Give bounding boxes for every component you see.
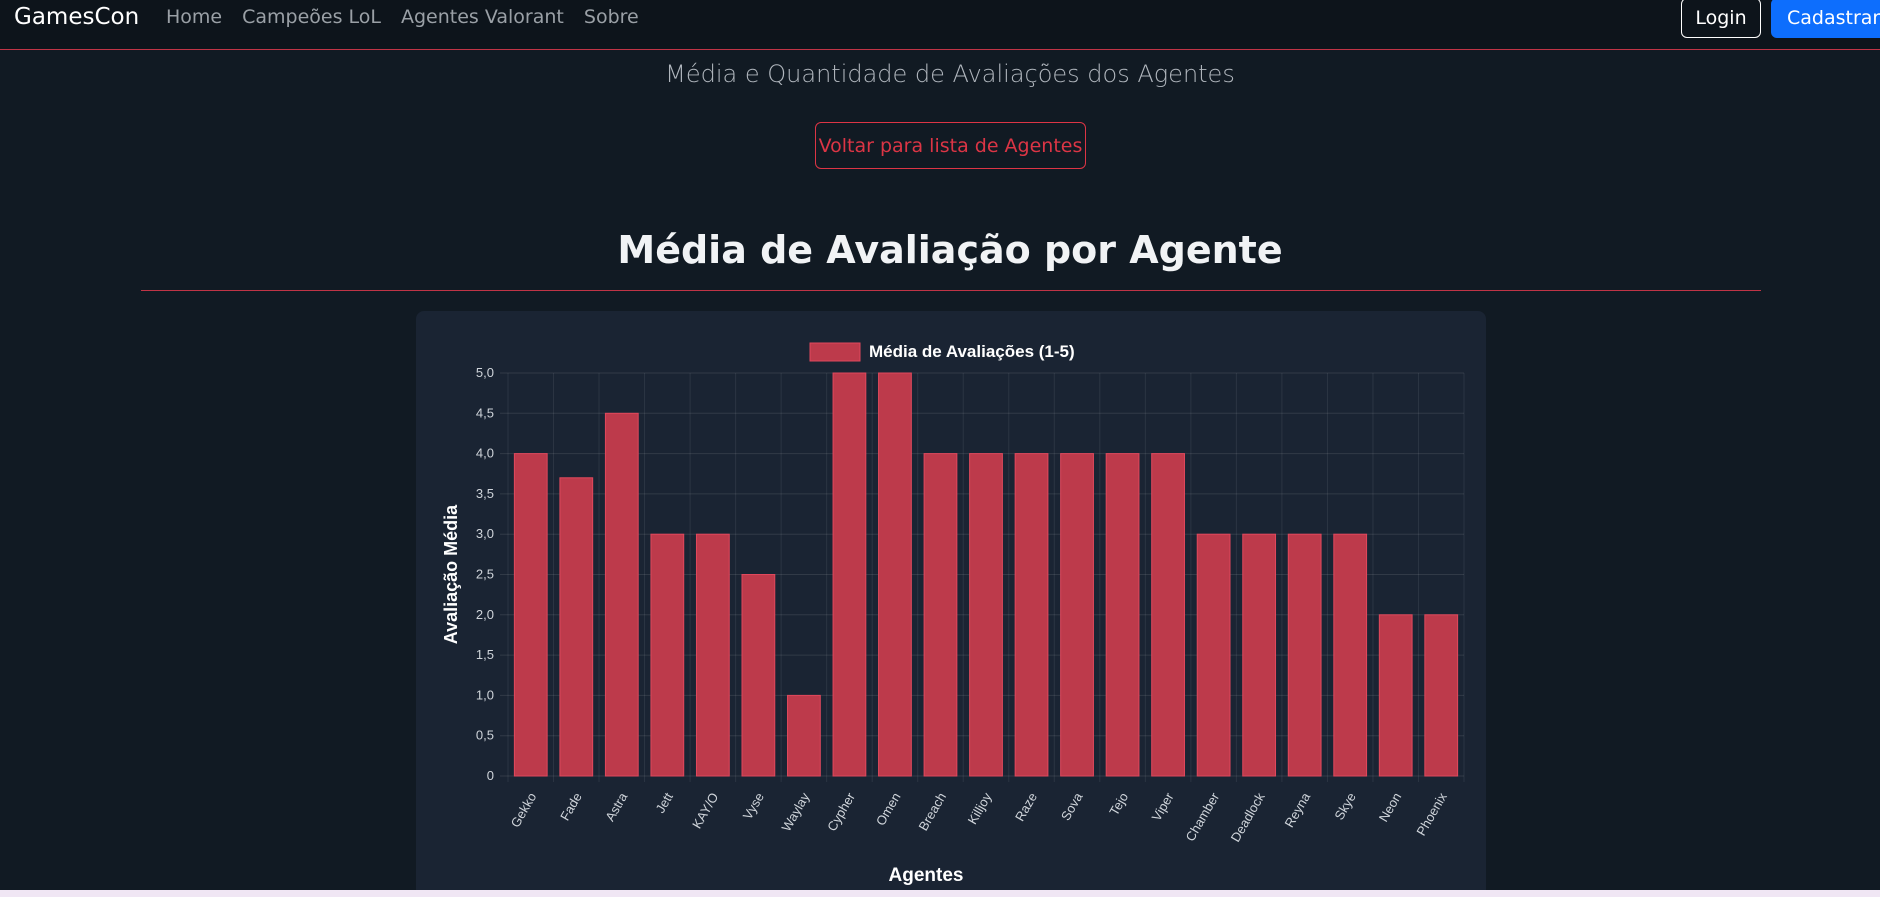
nav-link-sobre[interactable]: Sobre [584,6,639,28]
x-tick-label: Phoenix [1413,790,1450,839]
nav-links: Home Campeões LoL Agentes Valorant Sobre [166,6,639,28]
bar [1243,534,1276,776]
legend-label: Média de Avaliações (1-5) [869,342,1075,361]
bar [1015,454,1048,776]
x-tick-label: KAY/O [689,790,721,831]
bar [879,373,912,776]
y-tick-label: 4,0 [476,446,494,461]
x-axis-title: Agentes [889,865,964,886]
bar [924,454,957,776]
bar [1334,534,1367,776]
bar [1106,454,1139,776]
y-tick-label: 4,5 [476,405,494,420]
y-axis-title: Avaliação Média [441,504,461,644]
y-tick-label: 2,0 [476,607,494,622]
bottom-strip [0,890,1880,897]
bar [1061,454,1094,776]
y-tick-label: 1,5 [476,647,494,662]
section-divider [141,290,1761,291]
x-tick-label: Deadlock [1228,790,1268,845]
y-tick-label: 3,0 [476,526,494,541]
y-tick-label: 1,0 [476,687,494,702]
bar [1379,615,1412,776]
y-tick-label: 0,5 [476,728,494,743]
signup-button[interactable]: Cadastrar [1771,0,1880,38]
x-tick-label: Fade [557,790,585,823]
section-title: Média de Avaliação por Agente [0,228,1880,272]
back-to-agents-button[interactable]: Voltar para lista de Agentes [815,122,1086,169]
x-tick-label: Killjoy [965,790,995,827]
page-subtitle: Média e Quantidade de Avaliações dos Age… [0,60,1880,88]
bar [833,373,866,776]
x-tick-label: Skye [1331,790,1358,823]
bar [1288,534,1321,776]
brand-logo[interactable]: GamesCon [14,4,139,30]
bar [514,454,547,776]
y-tick-label: 3,5 [476,486,494,501]
nav-link-campeoes-lol[interactable]: Campeões LoL [242,6,381,28]
bar [605,413,638,776]
x-tick-label: Omen [873,790,904,828]
bar [1425,615,1458,776]
x-tick-label: Breach [915,790,949,833]
ratings-bar-chart[interactable]: 0 0,5 1,0 1,5 2,0 2,5 3,0 3,5 4,0 4,5 5,0 Gekko Fade… [416,311,1486,897]
bar [696,534,729,776]
nav-link-home[interactable]: Home [166,6,222,28]
y-tick-label: 5,0 [476,365,494,380]
navbar: GamesCon Home Campeões LoL Agentes Valor… [0,0,1880,50]
x-tick-label: Vyse [740,790,767,822]
bar [1197,534,1230,776]
x-tick-label: Viper [1149,789,1177,823]
bar [742,575,775,777]
chart-card: 0 0,5 1,0 1,5 2,0 2,5 3,0 3,5 4,0 4,5 5,0 Gekko Fade… [416,311,1486,897]
x-tick-label: Reyna [1281,789,1313,830]
y-tick-label: 2,5 [476,567,494,582]
y-tick-label: 0 [487,768,494,783]
x-tick-label: Tejo [1106,790,1131,818]
bar [651,534,684,776]
bar [560,478,593,776]
bar [788,695,821,776]
x-tick-label: Jett [652,790,676,816]
x-tick-label: Astra [602,789,631,823]
x-tick-label: Gekko [508,790,540,830]
x-tick-label: Sova [1058,789,1086,823]
x-tick-label: Neon [1376,790,1405,824]
login-button[interactable]: Login [1681,0,1761,38]
legend-swatch [810,343,860,361]
x-tick-label: Chamber [1182,789,1222,843]
bar [1152,454,1185,776]
x-tick-label: Raze [1012,790,1040,824]
x-tick-label: Cypher [824,789,858,833]
bar [970,454,1003,776]
x-tick-label: Waylay [778,790,812,834]
nav-link-agentes-valorant[interactable]: Agentes Valorant [401,6,564,28]
